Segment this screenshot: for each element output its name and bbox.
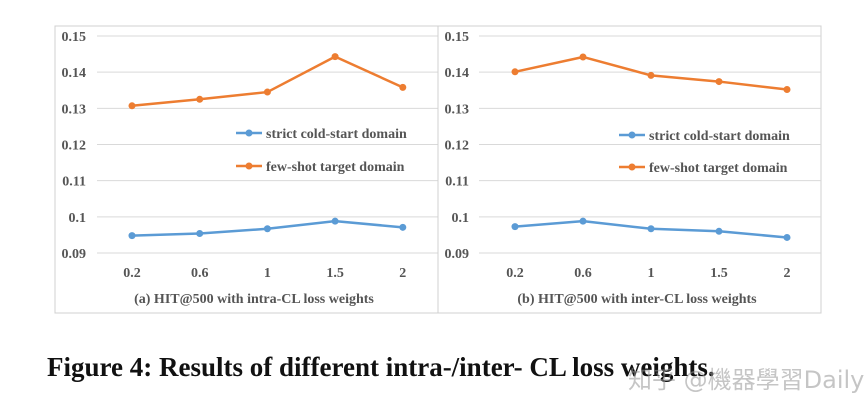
legend-label-strict: strict cold-start domain	[649, 129, 790, 144]
legend-marker-fewshot	[245, 162, 253, 170]
y-tick-label: 0.13	[62, 102, 87, 117]
y-tick-label: 0.14	[445, 66, 470, 81]
x-tick-label: 1.5	[326, 266, 344, 281]
y-tick-label: 0.15	[445, 30, 470, 45]
panel-a-gridlines	[97, 35, 438, 254]
panel-b-border	[437, 25, 822, 314]
data-point-strict	[647, 225, 655, 233]
x-tick-label: 2	[399, 266, 406, 281]
watermark: 知乎 @機器學習Daily	[628, 366, 865, 394]
data-point-fewshot	[511, 68, 519, 76]
data-point-fewshot	[128, 102, 136, 110]
x-tick-label: 1.5	[710, 266, 728, 281]
data-point-fewshot	[715, 78, 723, 86]
legend-marker-strict	[245, 129, 253, 137]
y-tick-label: 0.15	[62, 30, 87, 45]
data-point-strict	[196, 229, 204, 237]
data-point-fewshot	[331, 53, 339, 61]
y-tick-label: 0.1	[452, 211, 470, 226]
y-tick-label: 0.09	[62, 247, 87, 262]
panel-a-series	[128, 53, 407, 240]
data-point-strict	[715, 227, 723, 235]
x-tick-label: 0.2	[506, 266, 524, 281]
panel-b-y-ticks: 0.09 0.1 0.11 0.12 0.13 0.14 0.15	[445, 30, 470, 262]
panel-b-x-ticks: 0.2 0.6 1 1.5 2	[506, 266, 790, 281]
data-point-fewshot	[263, 88, 271, 96]
y-tick-label: 0.12	[62, 139, 87, 154]
panel-b-legend: strict cold-start domain few-shot target…	[619, 129, 790, 176]
legend-marker-fewshot	[628, 163, 636, 171]
data-point-strict	[579, 217, 587, 225]
data-point-strict	[263, 225, 271, 233]
panel-b-gridlines	[479, 35, 821, 254]
y-tick-label: 0.09	[445, 247, 470, 262]
legend-label-strict: strict cold-start domain	[266, 127, 407, 142]
data-point-strict	[511, 223, 519, 231]
panel-a-x-ticks: 0.2 0.6 1 1.5 2	[123, 266, 406, 281]
legend-marker-strict	[628, 131, 636, 139]
y-tick-label: 0.11	[62, 175, 86, 190]
data-point-strict	[399, 223, 407, 231]
data-point-strict	[331, 217, 339, 225]
data-point-strict	[783, 233, 791, 241]
data-point-fewshot	[399, 83, 407, 91]
legend-label-fewshot: few-shot target domain	[266, 160, 405, 175]
data-point-fewshot	[647, 71, 655, 79]
y-tick-label: 0.1	[69, 211, 87, 226]
y-tick-label: 0.12	[445, 139, 470, 154]
panel-a-y-ticks: 0.09 0.1 0.11 0.12 0.13 0.14 0.15	[62, 30, 87, 262]
panel-b-series	[511, 53, 791, 241]
panel-b: 0.090.10.110.120.130.140.15 0.2 0.6 1 1.5 2 …	[437, 25, 822, 314]
x-tick-label: 0.2	[123, 266, 141, 281]
x-tick-label: 0.6	[191, 266, 209, 281]
panel-a: 0.090.10.110.120.130.140.15 0.2 0.6 1 1.5 2 …	[54, 25, 439, 314]
panel-a-legend: strict cold-start domain few-shot target…	[236, 127, 407, 175]
legend-label-fewshot: few-shot target domain	[649, 161, 788, 176]
data-point-fewshot	[783, 86, 791, 94]
y-tick-label: 0.11	[445, 175, 469, 190]
data-point-strict	[128, 232, 136, 240]
data-point-fewshot	[579, 53, 587, 61]
y-tick-label: 0.14	[62, 66, 87, 81]
data-point-fewshot	[196, 95, 204, 103]
panel-b-caption: (b) HIT@500 with inter-CL loss weights	[517, 292, 757, 307]
y-tick-label: 0.13	[445, 102, 470, 117]
x-tick-label: 1	[264, 266, 271, 281]
x-tick-label: 2	[784, 266, 791, 281]
figure-caption: Figure 4: Results of different intra-/in…	[47, 352, 715, 382]
x-tick-label: 1	[648, 266, 655, 281]
x-tick-label: 0.6	[574, 266, 592, 281]
panel-a-caption: (a) HIT@500 with intra-CL loss weights	[134, 292, 374, 307]
